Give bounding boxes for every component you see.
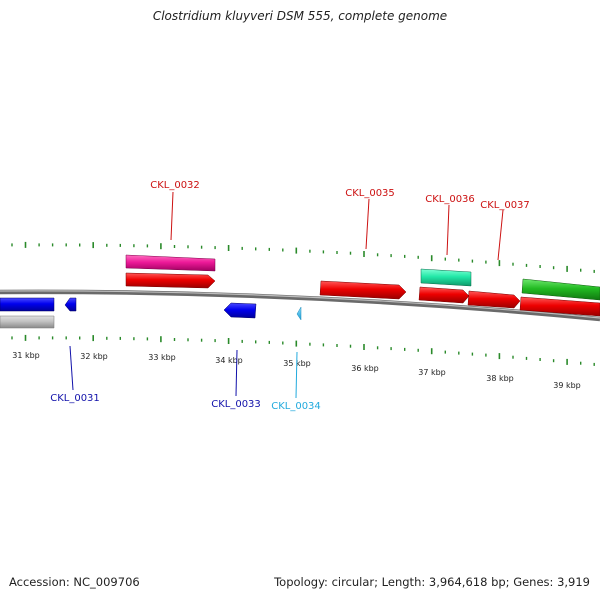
- gene-feature-ckl-0036[interactable]: [418, 286, 470, 304]
- genome-backbone-highlight: [0, 290, 600, 319]
- gene-feature-green[interactable]: [521, 278, 600, 301]
- label-ckl-0032[interactable]: CKL_0032: [150, 180, 200, 191]
- inner-tick-row: [11, 334, 595, 366]
- label-ckl-0037[interactable]: CKL_0037: [480, 200, 530, 211]
- leader-ckl-0037: [497, 209, 504, 261]
- scale-label-39kbp: 39 kbp: [553, 381, 581, 390]
- leader-ckl-0035: [365, 198, 370, 250]
- map-title: Clostridium kluyveri DSM 555, complete g…: [152, 9, 448, 23]
- scale-label-31kbp: 31 kbp: [12, 351, 40, 360]
- genome-backbone: [0, 289, 600, 322]
- gene-feature-gray[interactable]: [0, 315, 55, 329]
- leader-ckl-0033: [235, 349, 238, 397]
- gene-feature-blue-left[interactable]: [0, 297, 55, 312]
- scale-label-34kbp: 34 kbp: [215, 356, 243, 365]
- scale-label-36kbp: 36 kbp: [351, 364, 379, 373]
- gene-labels: CKL_0032 CKL_0035 CKL_0036 CKL_0037 CKL_…: [50, 180, 530, 412]
- gene-feature-ckl-0035[interactable]: [319, 280, 407, 300]
- label-ckl-0035[interactable]: CKL_0035: [345, 188, 395, 199]
- accession-text: Accession: NC_009706: [9, 575, 140, 589]
- outer-tick-row: [11, 241, 595, 273]
- gene-feature-pink[interactable]: [125, 254, 216, 272]
- scale-label-37kbp: 37 kbp: [418, 368, 446, 377]
- label-ckl-0033[interactable]: CKL_0033: [211, 399, 261, 410]
- gene-feature-ckl-0031[interactable]: [64, 297, 77, 312]
- scale-label-32kbp: 32 kbp: [80, 352, 108, 361]
- gene-feature-red-right[interactable]: [519, 296, 600, 317]
- label-ckl-0034[interactable]: CKL_0034: [271, 401, 321, 412]
- leader-ckl-0036: [446, 204, 450, 256]
- label-ckl-0036[interactable]: CKL_0036: [425, 194, 475, 205]
- reverse-features: [0, 297, 302, 329]
- leader-ckl-0031: [69, 345, 74, 391]
- gene-feature-ckl-0037[interactable]: [467, 290, 521, 309]
- leader-ckl-0034: [295, 351, 298, 399]
- genome-info-text: Topology: circular; Length: 3,964,618 bp…: [274, 575, 590, 589]
- gene-feature-teal[interactable]: [420, 268, 472, 287]
- label-leaders: [69, 191, 504, 399]
- gene-feature-ckl-0034[interactable]: [296, 306, 302, 321]
- label-ckl-0031[interactable]: CKL_0031: [50, 393, 100, 404]
- gene-feature-ckl-0033[interactable]: [223, 302, 257, 319]
- leader-ckl-0032: [170, 191, 174, 241]
- scale-label-33kbp: 33 kbp: [148, 353, 176, 362]
- gene-feature-ckl-0032[interactable]: [125, 272, 216, 289]
- forward-features: [125, 254, 600, 317]
- scale-label-38kbp: 38 kbp: [486, 374, 514, 383]
